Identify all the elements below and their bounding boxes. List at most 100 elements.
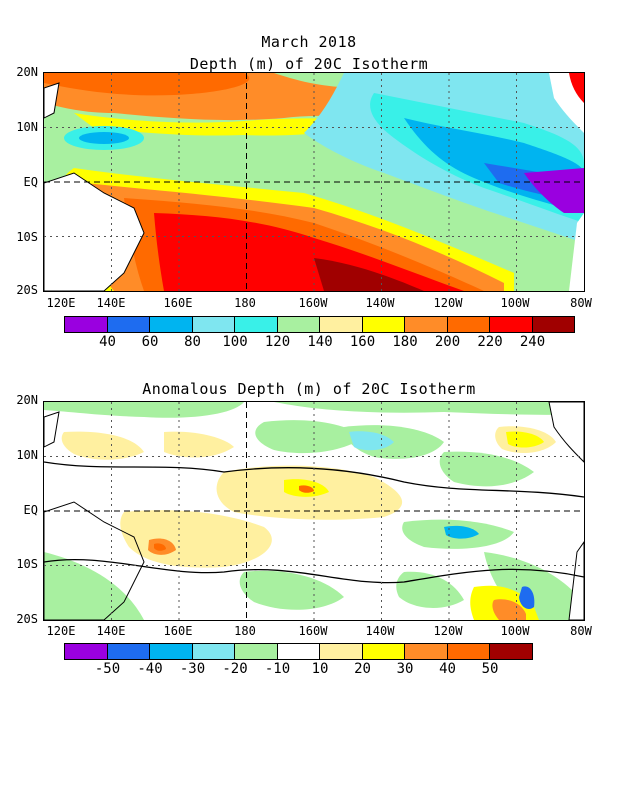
top-xlabel-140e: 140E xyxy=(96,296,126,310)
bottom-ylabel-10s: 10S xyxy=(16,557,38,571)
colorbar-label: 60 xyxy=(141,334,159,350)
colorbar-swatch xyxy=(191,644,234,659)
anomaly-neg-30-south xyxy=(444,525,479,539)
anomaly-map-panel xyxy=(43,401,585,621)
anomaly-pos-40-south-east xyxy=(492,599,526,620)
depth-band-south-max xyxy=(314,258,424,291)
anomaly-pos-west-north xyxy=(61,431,144,460)
colorbar-swatch xyxy=(319,644,362,659)
colorbar-label: 100 xyxy=(222,334,248,350)
top-xlabel-160w: 160W xyxy=(298,296,328,310)
graticule xyxy=(44,73,584,291)
anomaly-neg-southwest xyxy=(44,552,144,620)
land-maritime-continent xyxy=(44,172,145,291)
top-xlabel-120w: 120W xyxy=(433,296,463,310)
colorbar-swatch xyxy=(106,644,149,659)
anomaly-map-plot xyxy=(44,402,584,620)
land-asia xyxy=(44,82,60,119)
colorbar-swatch xyxy=(489,317,532,332)
top-xlabel-140w: 140W xyxy=(365,296,395,310)
colorbar-label: -10 xyxy=(264,661,291,677)
colorbar-swatch xyxy=(276,317,319,332)
reference-lines-bottom xyxy=(44,402,584,620)
colorbar-swatch xyxy=(234,644,277,659)
top-ylabel-10s: 10S xyxy=(16,230,38,244)
bottom-ylabel-20s: 20S xyxy=(16,612,38,626)
top-ylabel-20s: 20S xyxy=(16,283,38,297)
colorbar-label: 240 xyxy=(519,334,546,350)
anomaly-colorbar xyxy=(64,643,533,660)
colorbar-label: 120 xyxy=(264,334,291,350)
colorbar-swatch xyxy=(319,317,362,332)
map-title-depth: Depth (m) of 20C Isotherm xyxy=(189,55,429,73)
anomaly-pos-30-east-north xyxy=(506,431,544,448)
anomaly-neg-east-equator xyxy=(439,451,534,487)
colorbar-swatch xyxy=(446,317,489,332)
colorbar-swatch xyxy=(149,317,192,332)
anomaly-neg-north xyxy=(44,402,244,418)
bottom-xlabel-80w: 80W xyxy=(570,624,592,638)
bottom-ylabel-10n: 10N xyxy=(16,448,38,462)
land-mexico-bottom xyxy=(548,402,584,463)
colorbar-label: 20 xyxy=(354,661,371,677)
top-ylabel-20n: 20N xyxy=(16,65,38,79)
depth-band-220 xyxy=(44,73,250,96)
anomaly-neg-central-north xyxy=(255,420,364,454)
colorbar-label: -40 xyxy=(137,661,163,677)
anomaly-neg-south-mid xyxy=(239,570,344,610)
colorbar-swatch xyxy=(65,644,107,659)
colorbar-label: 160 xyxy=(349,334,376,350)
anomaly-pos-north-central xyxy=(164,431,234,458)
colorbar-label: 200 xyxy=(434,334,461,350)
bottom-xlabel-100w: 100W xyxy=(500,624,530,638)
bottom-xlabel-160w: 160W xyxy=(298,624,328,638)
depth-map-panel xyxy=(43,72,585,292)
colorbar-label: 140 xyxy=(307,334,333,350)
anomaly-neg-40-coast xyxy=(519,586,535,609)
colorbar-swatch xyxy=(106,317,149,332)
colorbar-swatch xyxy=(361,644,404,659)
anomaly-neg-20-north xyxy=(349,431,394,451)
depth-band-180 xyxy=(74,113,364,136)
colorbar-label: 10 xyxy=(311,661,329,677)
top-ylabel-10n: 10N xyxy=(16,120,38,134)
colorbar-swatch xyxy=(191,317,234,332)
colorbar-swatch xyxy=(531,317,574,332)
depth-band-40 xyxy=(524,168,584,213)
bottom-xlabel-120e: 120E xyxy=(46,624,76,638)
land-asia-bottom xyxy=(44,411,60,448)
top-xlabel-160e: 160E xyxy=(163,296,193,310)
colorbar-label: -50 xyxy=(94,661,121,677)
colorbar-swatch xyxy=(276,644,319,659)
bottom-xlabel-120w: 120W xyxy=(433,624,463,638)
bottom-ylabel-eq: EQ xyxy=(23,503,38,517)
colorbar-label: 30 xyxy=(396,661,414,677)
depth-map-plot xyxy=(44,73,584,291)
map-title-date: March 2018 xyxy=(261,33,357,51)
anomaly-pos-40-equator xyxy=(299,485,314,493)
colorbar-swatch xyxy=(361,317,404,332)
colorbar-label: 40 xyxy=(439,661,456,677)
colorbar-label: 50 xyxy=(481,661,499,677)
map-title-anomaly: Anomalous Depth (m) of 20C Isotherm xyxy=(142,380,476,398)
depth-coastal-high xyxy=(569,73,584,103)
top-ylabel-eq: EQ xyxy=(23,175,38,189)
bottom-ylabel-20n: 20N xyxy=(16,393,38,407)
anomaly-neg-north-east xyxy=(274,402,584,415)
bottom-xlabel-180: 180 xyxy=(234,624,256,638)
colorbar-swatch xyxy=(404,317,447,332)
top-xlabel-100w: 100W xyxy=(500,296,530,310)
bottom-xlabel-140e: 140E xyxy=(96,624,126,638)
top-xlabel-80w: 80W xyxy=(570,296,592,310)
land-south-america xyxy=(569,213,584,291)
land-maritime-continent-bottom xyxy=(44,501,145,620)
colorbar-label: 40 xyxy=(99,334,116,350)
bottom-xlabel-160e: 160E xyxy=(163,624,193,638)
colorbar-label: 80 xyxy=(184,334,201,350)
colorbar-swatch xyxy=(234,317,277,332)
colorbar-swatch xyxy=(65,317,107,332)
anomaly-pos-40-west xyxy=(154,543,166,551)
depth-band-south-240 xyxy=(154,213,464,291)
depth-eddy-west-inner xyxy=(79,132,129,144)
colorbar-label: 220 xyxy=(477,334,503,350)
